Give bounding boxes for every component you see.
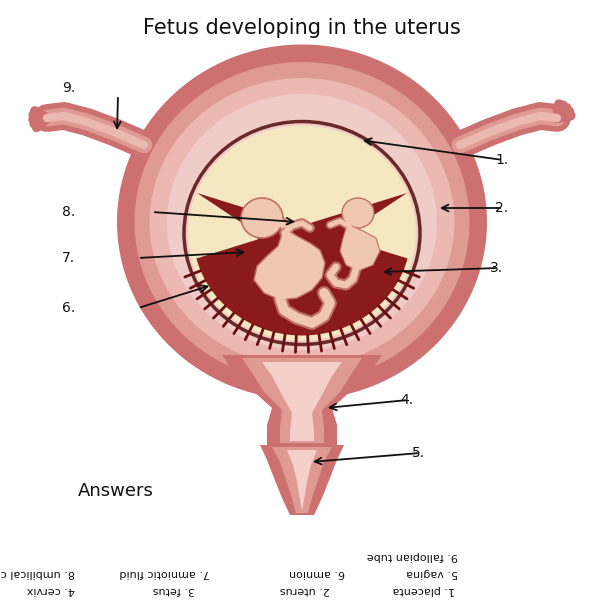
Text: 5.: 5.	[412, 446, 425, 460]
Ellipse shape	[241, 198, 283, 238]
Text: 8. umbilical cord: 8. umbilical cord	[0, 568, 75, 578]
Polygon shape	[222, 355, 382, 445]
Polygon shape	[287, 450, 317, 511]
Polygon shape	[262, 362, 342, 441]
Polygon shape	[260, 445, 344, 515]
Text: 2. uterus: 2. uterus	[280, 585, 330, 595]
Polygon shape	[149, 78, 454, 366]
Text: 6. amnion: 6. amnion	[289, 568, 345, 578]
Polygon shape	[167, 94, 437, 350]
Polygon shape	[134, 62, 469, 382]
Polygon shape	[272, 447, 332, 513]
Text: 3.: 3.	[490, 261, 503, 275]
Text: 1.: 1.	[495, 153, 508, 167]
Polygon shape	[340, 225, 380, 271]
Ellipse shape	[342, 198, 374, 228]
Polygon shape	[197, 193, 408, 336]
Text: 2.: 2.	[495, 201, 508, 215]
Text: 7. amniotic fluid: 7. amniotic fluid	[119, 568, 210, 578]
Text: 6.: 6.	[62, 301, 75, 315]
Text: 4.: 4.	[400, 393, 413, 407]
Text: 5. vagina: 5. vagina	[406, 568, 458, 578]
Text: 7.: 7.	[62, 251, 75, 265]
Text: Answers: Answers	[78, 482, 154, 500]
Text: 3. fetus: 3. fetus	[152, 585, 195, 595]
Text: 9.: 9.	[62, 81, 75, 95]
Text: 1. placenta: 1. placenta	[393, 585, 455, 595]
Ellipse shape	[188, 126, 416, 340]
Text: Fetus developing in the uterus: Fetus developing in the uterus	[143, 18, 461, 38]
Polygon shape	[242, 358, 362, 443]
Text: 8.: 8.	[62, 205, 75, 219]
Polygon shape	[117, 45, 487, 400]
Text: 4. cervix: 4. cervix	[27, 585, 75, 595]
Text: 9. fallopian tube: 9. fallopian tube	[367, 551, 458, 561]
Polygon shape	[254, 228, 325, 300]
